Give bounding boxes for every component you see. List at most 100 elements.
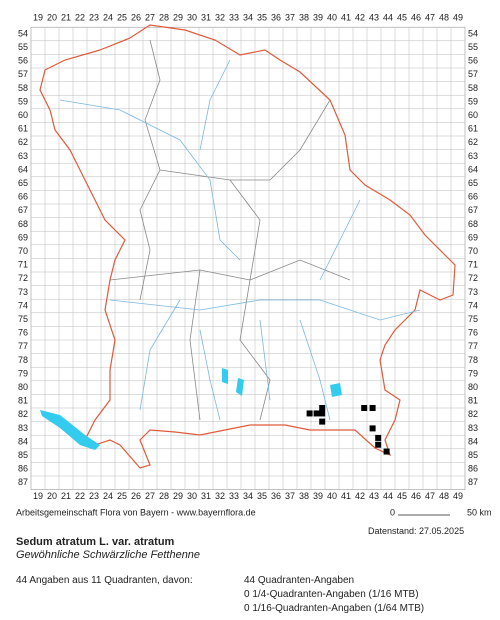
row-label: 73 — [18, 287, 28, 297]
row-label: 78 — [468, 355, 478, 365]
scale-end: 50 km — [467, 507, 492, 517]
row-label: 67 — [468, 205, 478, 215]
row-label: 66 — [468, 192, 478, 202]
row-label: 69 — [18, 232, 28, 242]
column-label: 38 — [299, 13, 309, 23]
column-label: 42 — [355, 13, 365, 23]
district-borders — [109, 39, 351, 421]
row-label: 82 — [18, 409, 28, 419]
occurrence — [313, 410, 320, 417]
row-label: 73 — [468, 287, 478, 297]
row-label: 72 — [18, 273, 28, 283]
row-label: 60 — [468, 110, 478, 120]
column-label: 31 — [201, 491, 211, 501]
row-label: 64 — [468, 164, 478, 174]
lake — [222, 368, 244, 396]
column-label: 21 — [61, 13, 71, 23]
column-label: 26 — [131, 491, 141, 501]
occurrence — [319, 418, 326, 425]
column-label: 37 — [285, 491, 295, 501]
column-label: 21 — [61, 491, 71, 501]
row-label: 85 — [18, 450, 28, 460]
column-label: 32 — [215, 13, 225, 23]
row-label: 58 — [468, 83, 478, 93]
row-label: 65 — [18, 178, 28, 188]
column-label: 36 — [271, 491, 281, 501]
column-label: 23 — [89, 13, 99, 23]
row-label: 72 — [468, 273, 478, 283]
row-label: 57 — [18, 69, 28, 79]
column-label: 24 — [103, 13, 113, 23]
row-label: 77 — [18, 341, 28, 351]
row-label: 77 — [468, 341, 478, 351]
occurrence — [319, 410, 326, 417]
grid: 19 19 20 20 21 21 22 22 23 23 24 24 25 25 26 26 27 27 28 28… — [18, 13, 478, 501]
column-label: 34 — [243, 491, 253, 501]
column-label: 22 — [75, 13, 85, 23]
species-common-name: Gewöhnliche Schwärzliche Fetthenne — [16, 549, 201, 561]
row-label: 61 — [18, 124, 28, 134]
column-label: 23 — [89, 491, 99, 501]
map: 19 19 20 20 21 21 22 22 23 23 24 24 25 25 26 26 27 27 28 28… — [16, 13, 492, 518]
column-label: 41 — [341, 13, 351, 23]
row-label: 86 — [18, 464, 28, 474]
column-label: 29 — [173, 491, 183, 501]
row-label: 54 — [468, 28, 478, 38]
occurrence — [375, 441, 382, 448]
row-label: 87 — [18, 477, 28, 487]
row-label: 58 — [18, 83, 28, 93]
row-label: 62 — [468, 137, 478, 147]
row-label: 62 — [18, 137, 28, 147]
row-label: 68 — [468, 219, 478, 229]
row-label: 76 — [468, 328, 478, 338]
row-label: 59 — [18, 96, 28, 106]
date: Datenstand: 27.05.2025 — [368, 526, 465, 536]
row-label: 75 — [18, 314, 28, 324]
column-label: 45 — [397, 491, 407, 501]
column-label: 44 — [383, 13, 393, 23]
row-label: 76 — [18, 328, 28, 338]
column-label: 47 — [425, 13, 435, 23]
column-label: 38 — [299, 491, 309, 501]
column-label: 25 — [117, 13, 127, 23]
row-label: 70 — [468, 246, 478, 256]
row-label: 60 — [18, 110, 28, 120]
column-label: 32 — [215, 491, 225, 501]
column-label: 46 — [411, 13, 421, 23]
row-label: 66 — [18, 192, 28, 202]
credit: Arbeitsgemeinschaft Flora von Bayern - w… — [16, 507, 256, 517]
row-label: 79 — [18, 368, 28, 378]
column-label: 20 — [47, 13, 57, 23]
column-label: 34 — [243, 13, 253, 23]
row-label: 83 — [18, 423, 28, 433]
summary-total: 44 Angaben aus 11 Quadranten, davon: — [16, 575, 193, 586]
row-label: 67 — [18, 205, 28, 215]
row-label: 71 — [468, 260, 478, 270]
row-label: 70 — [18, 246, 28, 256]
row-label: 83 — [468, 423, 478, 433]
row-label: 81 — [468, 396, 478, 406]
column-label: 19 — [33, 491, 43, 501]
column-label: 24 — [103, 491, 113, 501]
column-label: 22 — [75, 491, 85, 501]
occurrence — [383, 448, 390, 455]
row-label: 55 — [468, 42, 478, 52]
species-name: Sedum atratum L. var. atratum — [16, 536, 175, 548]
column-label: 28 — [159, 13, 169, 23]
column-label: 44 — [383, 491, 393, 501]
row-label: 65 — [468, 178, 478, 188]
column-label: 48 — [439, 491, 449, 501]
column-label: 35 — [257, 13, 267, 23]
column-label: 33 — [229, 491, 239, 501]
row-label: 64 — [18, 164, 28, 174]
column-label: 29 — [173, 13, 183, 23]
occurrence — [319, 405, 326, 411]
column-label: 48 — [439, 13, 449, 23]
column-label: 42 — [355, 491, 365, 501]
column-label: 36 — [271, 13, 281, 23]
column-label: 25 — [117, 491, 127, 501]
column-label: 20 — [47, 491, 57, 501]
row-label: 69 — [468, 232, 478, 242]
row-label: 56 — [18, 56, 28, 66]
